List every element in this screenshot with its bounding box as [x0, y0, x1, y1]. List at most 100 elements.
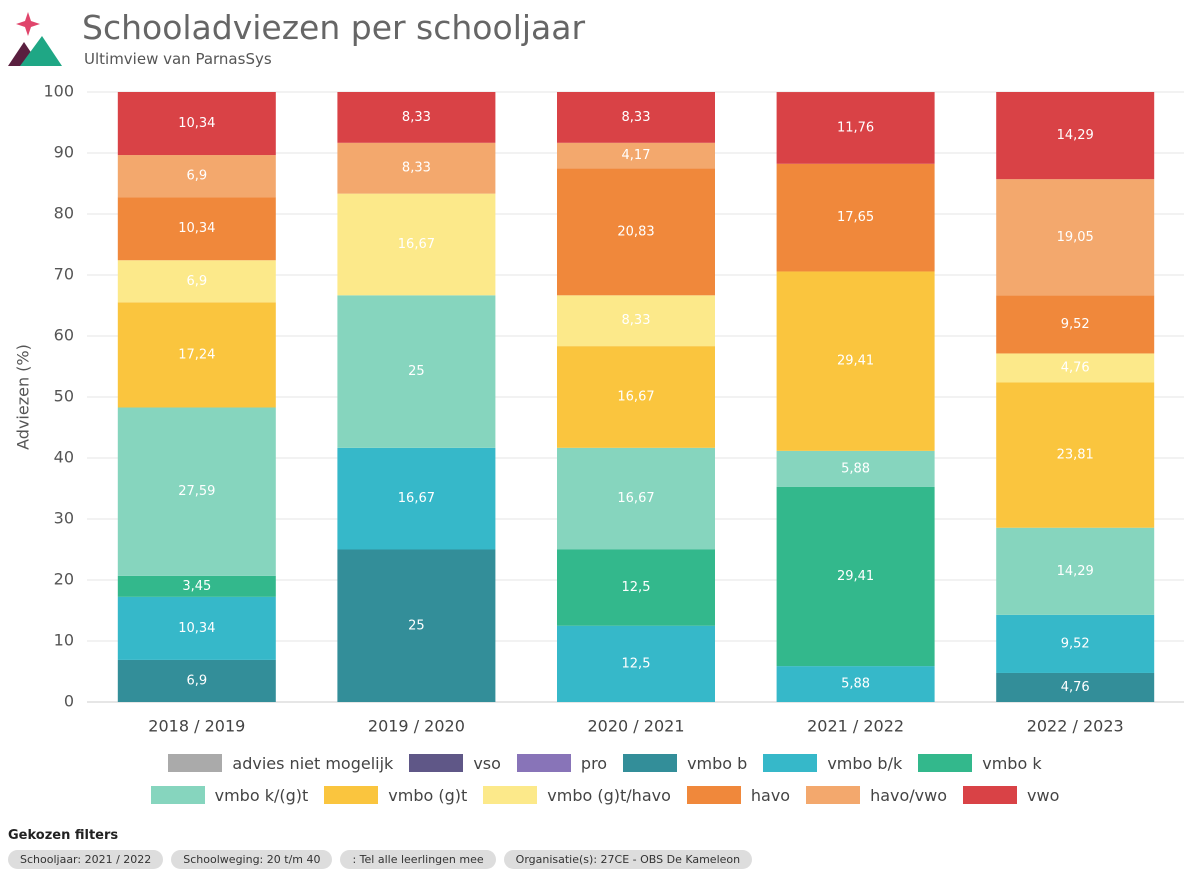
data-label: 17,24	[178, 347, 215, 362]
bar-segment	[557, 346, 715, 448]
bar-segment	[117, 197, 276, 261]
legend-swatch	[963, 786, 1018, 804]
y-tick-label: 70	[54, 265, 74, 284]
bar-segment	[117, 92, 276, 156]
filter-chip[interactable]: Organisatie(s): 27CE - OBS De Kameleon	[503, 850, 753, 869]
bar-segment	[776, 163, 935, 272]
y-tick-label: 40	[54, 448, 74, 467]
data-label: 6,9	[186, 169, 207, 184]
bar-segment	[557, 625, 715, 702]
data-label: 19,05	[1057, 230, 1094, 245]
legend-label: pro	[580, 753, 608, 773]
data-label: 14,29	[1057, 128, 1094, 143]
legend-item[interactable]: vmbo b	[623, 753, 747, 773]
bar-segment	[996, 295, 1155, 354]
bar-segment	[776, 92, 935, 164]
data-label: 4,17	[622, 148, 651, 163]
legend-label: vso	[473, 753, 501, 773]
y-tick-label: 30	[54, 509, 74, 528]
bar-segment	[776, 666, 935, 702]
bar-segment	[117, 155, 276, 198]
data-label: 27,59	[178, 484, 215, 499]
legend-swatch	[918, 754, 973, 772]
legend-label: vwo	[1027, 785, 1060, 805]
data-label: 25	[408, 618, 425, 633]
legend-item[interactable]: pro	[516, 753, 608, 773]
title: Schooladviezen per schooljaar	[82, 8, 586, 47]
bar-segment	[337, 447, 496, 550]
bar-segment	[996, 527, 1155, 615]
legend-item[interactable]: havo	[686, 785, 790, 805]
filter-chip[interactable]: Schoolweging: 20 t/m 40	[171, 850, 333, 869]
data-label: 4,76	[1061, 680, 1090, 695]
bar-segment	[996, 179, 1155, 296]
legend-swatch	[806, 786, 861, 804]
bar-segment	[117, 260, 276, 303]
legend-item[interactable]: vmbo k/(g)t	[150, 785, 309, 805]
bar-segment	[996, 353, 1155, 383]
bar-segment	[776, 450, 935, 487]
bar-segment	[776, 271, 935, 451]
data-label: 29,41	[837, 354, 874, 369]
bar-segment	[776, 486, 935, 667]
filters-title: Gekozen filters	[8, 828, 119, 843]
data-label: 16,67	[617, 491, 654, 506]
legend-item[interactable]: vmbo k	[918, 753, 1042, 773]
legend-swatch	[150, 786, 205, 804]
data-label: 9,52	[1061, 317, 1090, 332]
legend-item[interactable]: vmbo b/k	[763, 753, 902, 773]
data-label: 5,88	[841, 677, 870, 692]
x-tick-label: 2021 / 2022	[807, 717, 904, 736]
filter-chip[interactable]: Schooljaar: 2021 / 2022	[8, 850, 164, 869]
bar-segment	[557, 142, 715, 169]
bar-segment	[117, 596, 276, 660]
legend-item[interactable]: vso	[409, 753, 501, 773]
data-label: 16,67	[398, 491, 435, 506]
data-label: 11,76	[837, 120, 874, 135]
data-label: 4,76	[1061, 360, 1090, 375]
bar-segment	[117, 407, 276, 576]
y-tick-label: 0	[64, 692, 74, 711]
data-label: 6,9	[186, 274, 207, 289]
filter-chips: Schooljaar: 2021 / 2022 Schoolweging: 20 …	[8, 850, 753, 869]
legend-label: vmbo b/k	[827, 753, 903, 773]
legend-item[interactable]: vmbo (g)t	[324, 785, 467, 805]
bar-segment	[996, 92, 1155, 180]
bar-segment	[557, 295, 715, 347]
bar-segment	[996, 672, 1155, 702]
y-tick-label: 100	[43, 82, 74, 101]
filter-chip[interactable]: : Tel alle leerlingen mee	[340, 850, 496, 869]
y-tick-label: 80	[54, 204, 74, 223]
data-label: 20,83	[617, 224, 654, 239]
legend-label: havo/vwo	[870, 785, 948, 805]
legend-item[interactable]: advies niet mogelijk	[168, 753, 393, 773]
data-label: 10,34	[178, 221, 215, 236]
data-label: 23,81	[1057, 448, 1094, 463]
y-tick-label: 90	[54, 143, 74, 162]
legend-swatch	[168, 754, 223, 772]
data-label: 5,88	[841, 461, 870, 476]
legend-swatch	[324, 786, 379, 804]
bar-segment	[996, 614, 1155, 673]
data-label: 16,67	[617, 389, 654, 404]
bar-segment	[557, 447, 715, 550]
bar-segment	[337, 549, 496, 702]
data-label: 9,52	[1061, 636, 1090, 651]
legend-label: vmbo k/(g)t	[214, 785, 309, 805]
data-label: 16,67	[398, 237, 435, 252]
legend-label: vmbo b	[687, 753, 748, 773]
data-label: 8,33	[402, 110, 431, 125]
legend-item[interactable]: havo/vwo	[806, 785, 947, 805]
y-tick-label: 20	[54, 570, 74, 589]
bar-segment	[337, 295, 496, 448]
legend-label: vmbo (g)t	[388, 785, 468, 805]
data-label: 12,5	[622, 656, 651, 671]
legend-item[interactable]: vwo	[963, 785, 1059, 805]
data-label: 10,34	[178, 621, 215, 636]
data-label: 8,33	[402, 161, 431, 176]
data-label: 17,65	[837, 210, 874, 225]
bar-segment	[337, 193, 496, 296]
legend-label: vmbo k	[982, 753, 1042, 773]
legend-item[interactable]: vmbo (g)t/havo	[483, 785, 671, 805]
